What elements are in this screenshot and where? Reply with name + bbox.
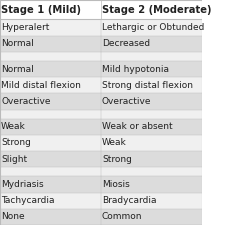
Text: Decreased: Decreased — [102, 39, 150, 48]
Bar — [0, 52, 202, 61]
Text: Bradycardia: Bradycardia — [102, 196, 156, 205]
Text: Lethargic or Obtunded: Lethargic or Obtunded — [102, 23, 204, 32]
Bar — [0, 20, 202, 36]
Text: None: None — [1, 212, 25, 221]
Text: Slight: Slight — [1, 155, 27, 164]
Bar — [0, 61, 202, 77]
Bar — [0, 167, 202, 176]
Bar — [0, 93, 202, 110]
Text: Tachycardia: Tachycardia — [1, 196, 54, 205]
Bar — [0, 77, 202, 93]
Bar — [0, 0, 202, 20]
Bar — [0, 119, 202, 135]
Bar — [0, 151, 202, 167]
Bar — [0, 110, 202, 119]
Text: Strong distal flexion: Strong distal flexion — [102, 81, 193, 90]
Text: Stage 2 (Moderate): Stage 2 (Moderate) — [102, 5, 212, 15]
Text: Weak: Weak — [102, 138, 127, 147]
Bar — [0, 176, 202, 193]
Text: Mild hypotonia: Mild hypotonia — [102, 65, 169, 74]
Text: Hyperalert: Hyperalert — [1, 23, 49, 32]
Bar — [0, 209, 202, 225]
Text: Strong: Strong — [102, 155, 132, 164]
Text: Normal: Normal — [1, 65, 34, 74]
Text: Weak or absent: Weak or absent — [102, 122, 173, 131]
Bar — [0, 193, 202, 209]
Text: Overactive: Overactive — [1, 97, 50, 106]
Text: Normal: Normal — [1, 39, 34, 48]
Text: Miosis: Miosis — [102, 180, 130, 189]
Text: Weak: Weak — [1, 122, 26, 131]
Text: Overactive: Overactive — [102, 97, 151, 106]
Text: Stage 1 (Mild): Stage 1 (Mild) — [1, 5, 81, 15]
Bar — [0, 36, 202, 52]
Text: Mild distal flexion: Mild distal flexion — [1, 81, 81, 90]
Text: Common: Common — [102, 212, 142, 221]
Text: Strong: Strong — [1, 138, 31, 147]
Bar — [0, 135, 202, 151]
Text: Mydriasis: Mydriasis — [1, 180, 44, 189]
